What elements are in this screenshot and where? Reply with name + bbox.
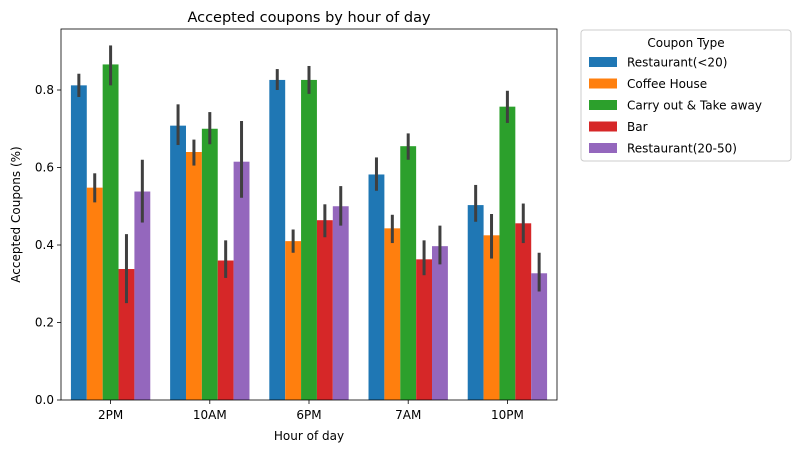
bar (233, 161, 250, 400)
bars-layer (70, 64, 548, 401)
y-tick-label: 0.4 (35, 238, 54, 252)
x-tick-label: 6PM (296, 408, 321, 422)
bar (483, 235, 500, 400)
legend-label: Restaurant(<20) (627, 56, 727, 70)
legend-items: Restaurant(<20) Coffee House Carry out & T… (589, 56, 762, 156)
bar (134, 191, 151, 400)
x-tick-label: 10AM (193, 408, 227, 422)
legend: Coupon Type Restaurant(<20) Coffee House C… (580, 29, 792, 162)
bar (384, 228, 401, 400)
legend-label: Restaurant(20-50) (627, 142, 737, 156)
bar (368, 174, 385, 400)
legend-label: Carry out & Take away (627, 99, 762, 113)
bar (185, 152, 202, 400)
legend-title: Coupon Type (647, 36, 724, 50)
x-axis-label: Hour of day (274, 429, 344, 443)
bar (269, 79, 286, 401)
legend-frame (580, 29, 792, 162)
legend-label: Coffee House (627, 77, 707, 91)
y-tick-label: 0.8 (35, 83, 54, 97)
bar (118, 269, 135, 400)
bar (86, 187, 103, 400)
legend-swatch (589, 100, 617, 110)
legend-swatch (589, 57, 617, 67)
legend-swatch (589, 143, 617, 153)
bar (70, 85, 87, 400)
bar (467, 205, 484, 400)
bar (301, 79, 317, 401)
y-tick-label: 0.0 (35, 393, 54, 407)
bar (316, 220, 333, 400)
bar (499, 106, 516, 400)
bar (515, 223, 532, 400)
bar (416, 259, 433, 400)
bar (285, 241, 302, 401)
bar (170, 125, 186, 401)
y-axis-label: Accepted Coupons (%) (9, 146, 23, 282)
legend-label: Bar (627, 120, 648, 134)
bar (400, 146, 417, 400)
x-tick-label: 7AM (395, 408, 421, 422)
bar (102, 64, 119, 401)
bar (201, 128, 218, 400)
x-tick-label: 10PM (491, 408, 524, 422)
error-bars-layer (77, 45, 541, 304)
legend-swatch (589, 78, 617, 89)
bar (332, 206, 349, 400)
bar (531, 273, 548, 400)
y-axis: 0.0 0.2 0.4 0.6 0.8 (35, 83, 61, 407)
y-tick-label: 0.6 (35, 161, 54, 175)
x-axis: 2PM 10AM 6PM 7AM 10PM (98, 400, 524, 422)
legend-swatch (589, 121, 617, 132)
bar (432, 246, 448, 400)
x-tick-label: 2PM (98, 408, 123, 422)
bar (217, 260, 234, 400)
y-tick-label: 0.2 (35, 316, 54, 330)
chart-title: Accepted coupons by hour of day (187, 10, 431, 26)
